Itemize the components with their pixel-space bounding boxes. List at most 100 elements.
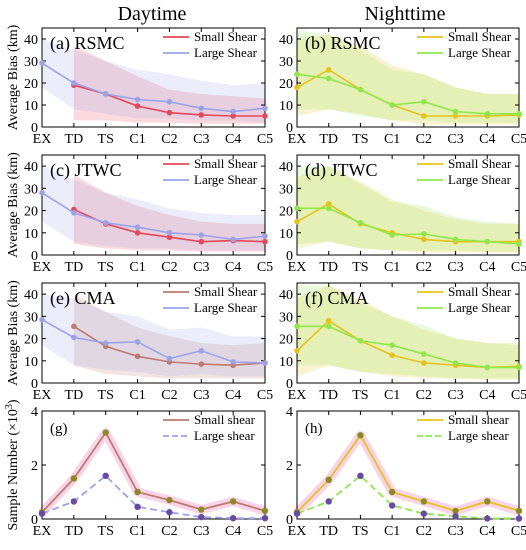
data-point [325,75,332,82]
x-tick-label: C5 [257,388,273,403]
panel-label: (e) CMA [50,288,116,309]
data-point [262,113,268,119]
x-tick-label: C5 [511,388,526,403]
data-point [484,238,491,245]
x-tick-label: C2 [161,132,177,147]
legend-label: Small Shear [194,156,258,171]
data-point [134,339,141,345]
data-point [325,317,332,324]
data-point [166,109,173,116]
column-title-daytime: Daytime [118,3,187,25]
legend-label: Small Shear [448,284,512,299]
x-tick-label: C5 [511,132,526,147]
x-tick-label: C1 [129,524,145,539]
x-tick-label: C1 [384,260,400,275]
x-tick-label: C2 [416,524,432,539]
legend-label: Small Shear [448,156,512,171]
y-tick-label: 30 [279,310,293,325]
data-point [71,323,77,330]
data-point [357,219,364,226]
data-point [198,513,205,521]
legend-label: Large Shear [194,45,258,60]
data-point [71,80,77,86]
series-line-1 [41,430,266,513]
y-tick-label: 40 [279,33,293,48]
x-tick-label: TS [98,260,114,275]
uncertainty-band [42,294,265,377]
x-tick-label: TD [319,388,338,403]
y-tick-label: 20 [279,77,293,92]
x-tick-label: C4 [225,388,241,403]
data-point [102,472,109,479]
x-tick-label: TS [98,388,114,403]
x-tick-label: EX [288,388,307,403]
y-tick-label: 10 [24,99,38,114]
data-point [102,340,109,346]
y-tick-label: 0 [286,377,293,392]
y-tick-label: 20 [24,333,38,348]
y-tick-label: 40 [24,160,38,175]
data-point [38,510,46,517]
y-tick-label: 40 [24,33,38,48]
data-point [102,91,109,97]
x-tick-label: EX [33,260,52,275]
data-point [294,71,300,77]
x-tick-label: C4 [479,524,495,539]
series-line-1 [296,433,520,513]
data-point [70,498,78,505]
panel-label: (f) CMA [305,288,369,309]
y-tick-label: 0 [286,121,293,136]
data-point [261,507,269,515]
data-point [389,102,395,108]
x-tick-label: C2 [416,388,432,403]
legend-label: Large Shear [194,172,258,187]
x-tick-label: TD [65,524,84,539]
data-point [198,506,205,513]
data-point [294,218,300,225]
y-tick-label: 40 [24,288,38,303]
legend-label: Small Shear [448,29,512,44]
x-tick-label: EX [288,132,307,147]
x-tick-label: C2 [416,132,432,147]
x-tick-label: TD [319,524,338,539]
y-tick-label: 4 [31,405,38,420]
data-point [166,234,173,241]
y-tick-label: 30 [24,55,38,70]
data-point [421,351,427,357]
x-tick-label: C3 [193,524,209,539]
data-point [484,515,491,522]
series-line-2 [41,474,265,520]
series-line-2 [296,474,519,520]
x-tick-label: C3 [447,132,463,147]
data-point [134,488,141,496]
data-point [198,105,205,112]
uncertainty-band [73,175,265,252]
x-tick-label: C4 [225,524,241,539]
panel-label: (h) [305,421,323,437]
data-point [261,514,269,522]
x-tick-label: TD [65,132,84,147]
x-tick-label: C5 [511,524,526,539]
data-point [325,476,332,484]
legend-label: Small shear [448,412,510,427]
x-tick-label: C5 [257,132,273,147]
data-point [325,205,332,212]
y-tick-label: 0 [31,249,38,264]
data-point [515,507,523,515]
data-point [294,205,300,212]
x-tick-label: C4 [479,132,495,147]
x-tick-label: C3 [447,524,463,539]
legend-label: Large Shear [448,300,512,315]
chart-panel-1: 0 10 20 30 40 EX TD TS C1 C2 C3 C4 C5 (a) RSMC Small S… [24,27,273,147]
data-point [389,232,395,238]
uncertainty-band [297,285,519,380]
uncertainty-band [297,34,519,125]
data-point [516,111,522,117]
legend-label: Large Shear [448,45,512,60]
